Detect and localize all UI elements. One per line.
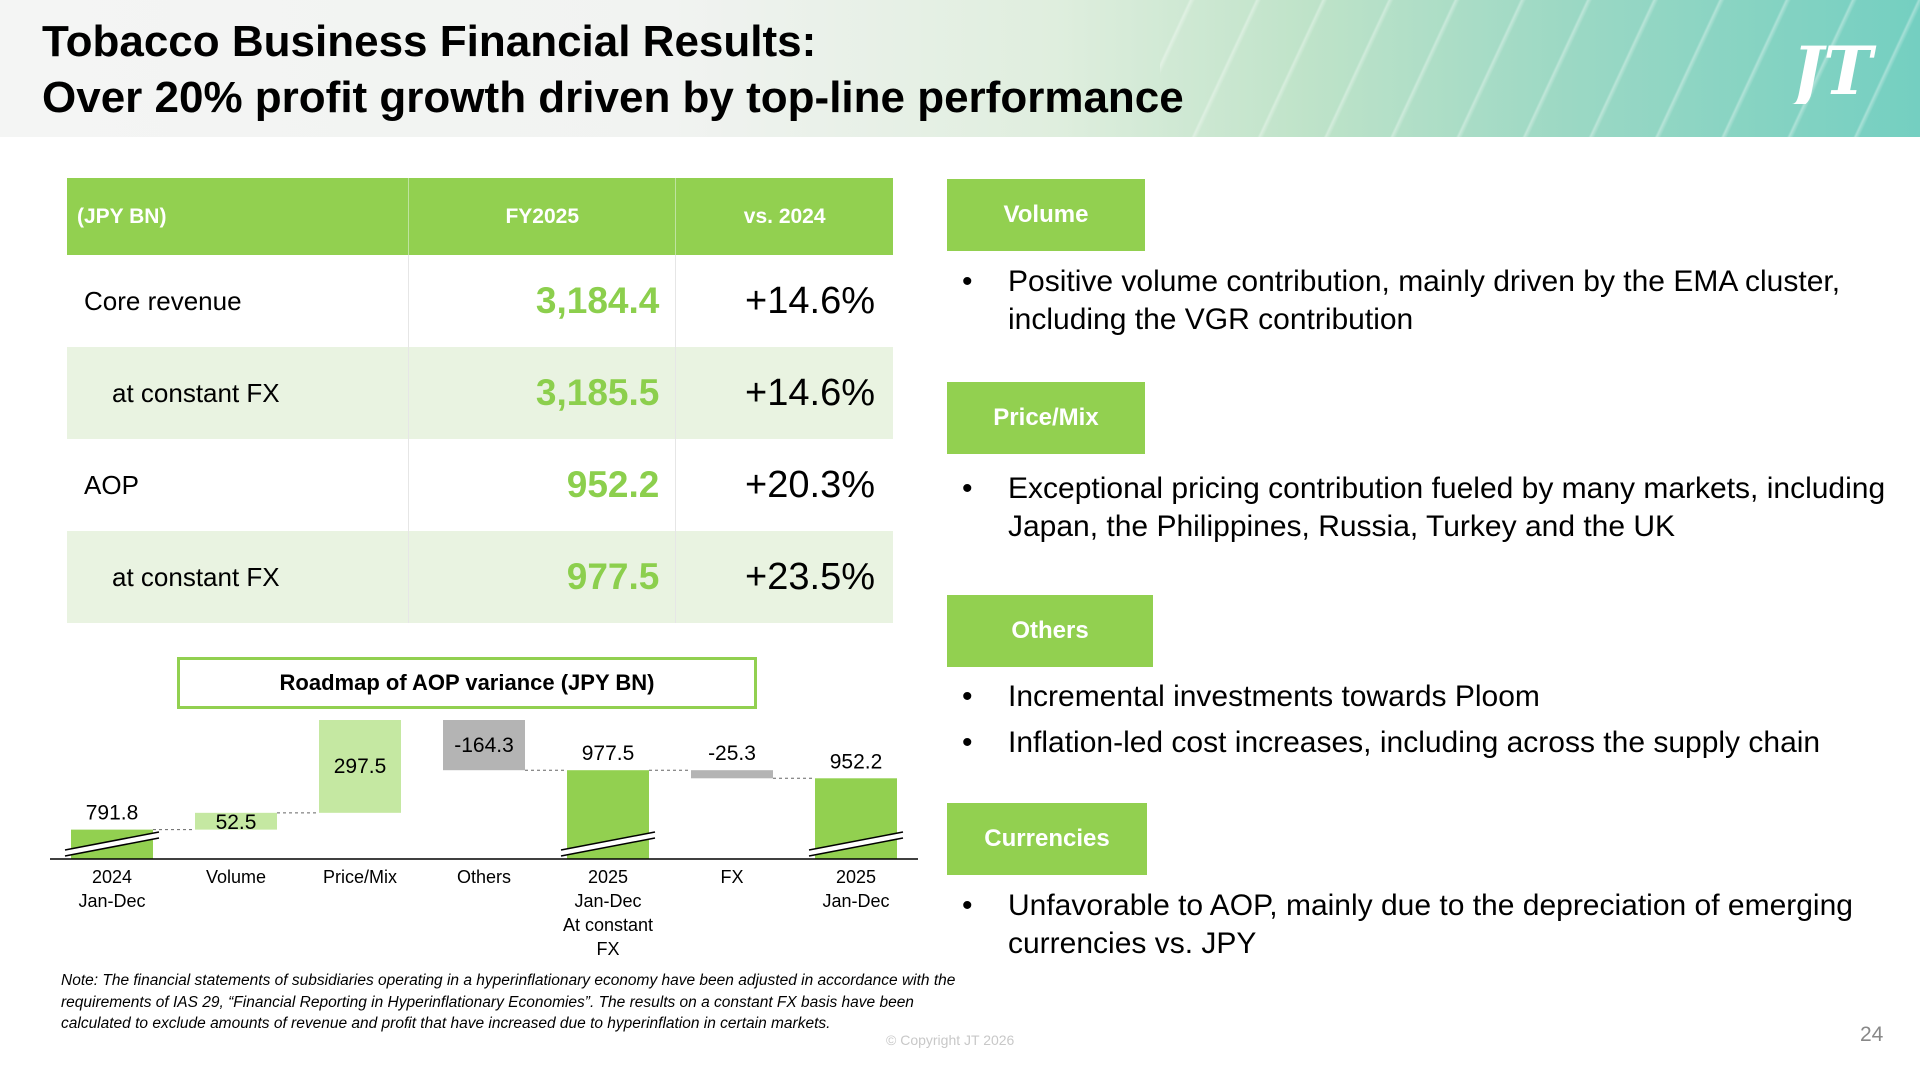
axis-break-mark [560,831,656,851]
bullet-text: Unfavorable to AOP, mainly due to the de… [1008,889,1853,960]
bullet-item: • Unfavorable to AOP, mainly due to the d… [962,887,1902,963]
axis-break-gap [808,832,904,856]
axis-break-mark [64,837,160,857]
page-number: 24 [1860,1023,1884,1046]
axis-break-mark [808,831,904,851]
data-label: 952.2 [830,750,883,773]
bullet-item: • Exceptional pricing contribution fueled… [962,470,1902,546]
row-label: at constant FX [67,531,410,623]
table-row: at constant FX 977.5 +23.5% [67,531,893,623]
data-label: 297.5 [334,755,387,778]
waterfall-chart-title: Roadmap of AOP variance (JPY BN) [177,657,757,709]
table-row: Core revenue 3,184.4 +14.6% [67,255,893,347]
bullet-item: • Inflation-led cost increases, including… [962,724,1902,762]
axis-break-gap [560,832,656,856]
bullet-item: • Incremental investments towards Ploom [962,678,1902,716]
table-header-row: (JPY BN) FY2025 vs. 2024 [67,178,893,255]
bullet-icon: • [962,472,973,505]
header-decoration [1160,0,1920,137]
row-change: +23.5% [675,531,893,623]
title-line-1: Tobacco Business Financial Results: [42,17,817,66]
title-line-2: Over 20% profit growth driven by top-lin… [42,73,1184,122]
aop-waterfall-chart: 791.8 2024 Jan-Dec 52.5 Volume 297.5 Price/Mix… [50,720,918,959]
category-label: Volume [206,867,266,887]
waterfall-bar [691,770,773,779]
category-label: Price/Mix [323,867,397,887]
section-tag-others: Others [947,595,1153,667]
row-label: Core revenue [67,255,410,347]
waterfall-bar [443,720,525,771]
category-label: 2025 [588,867,628,887]
axis-break-mark [64,831,160,851]
category-label: 2025 [836,867,876,887]
bullet-item: • Positive volume contribution, mainly dr… [962,263,1902,339]
waterfall-bar [319,720,401,813]
category-label: FX [596,939,619,959]
volume-bullets: • Positive volume contribution, mainly dr… [962,263,1902,347]
row-label: at constant FX [67,347,410,439]
row-value: 3,185.5 [408,347,677,439]
row-value: 952.2 [408,439,677,531]
axis-break-mark [808,837,904,857]
copyright: © Copyright JT 2026 [886,1032,1015,1048]
section-tag-volume: Volume [947,179,1145,251]
row-change: +14.6% [675,347,893,439]
category-label: At constant [563,915,653,935]
currencies-bullets: • Unfavorable to AOP, mainly due to the d… [962,887,1902,971]
financial-results-table: (JPY BN) FY2025 vs. 2024 Core revenue 3,… [67,178,893,623]
bullet-icon: • [962,680,973,713]
price-mix-bullets: • Exceptional pricing contribution fueled… [962,470,1902,554]
table-row: AOP 952.2 +20.3% [67,439,893,531]
category-label: 2024 [92,867,132,887]
column-header: (JPY BN) [67,178,409,255]
bullet-icon: • [962,265,973,298]
bullet-text: Incremental investments towards Ploom [1008,680,1540,713]
table-row: at constant FX 3,185.5 +14.6% [67,347,893,439]
row-value: 3,184.4 [408,255,677,347]
data-label: -25.3 [708,742,756,765]
jt-logo: JT [1790,32,1877,104]
data-label: 977.5 [582,742,635,765]
header-banner: Tobacco Business Financial Results: Over… [0,0,1920,137]
bullet-text: Inflation-led cost increases, including … [1008,726,1821,759]
category-label: Others [457,867,511,887]
data-label: 52.5 [216,811,257,834]
logo-text: JT [1790,32,1877,104]
category-label: FX [720,867,743,887]
section-tag-currencies: Currencies [947,803,1147,875]
row-value: 977.5 [408,531,677,623]
footnote: Note: The financial statements of subsid… [61,972,956,1032]
data-label: -164.3 [454,734,514,757]
section-tag-price-mix: Price/Mix [947,382,1145,454]
axis-break-gap [64,832,160,856]
row-label: AOP [67,439,410,531]
bullet-icon: • [962,889,973,922]
others-bullets: • Incremental investments towards Ploom •… [962,678,1902,770]
bullet-text: Exceptional pricing contribution fueled … [1008,472,1886,543]
axis-break-mark [560,837,656,857]
column-header: vs. 2024 [675,178,893,255]
category-label: Jan-Dec [78,891,145,911]
bullet-icon: • [962,726,973,759]
page-title: Tobacco Business Financial Results: Over… [42,14,1184,126]
category-label: Jan-Dec [574,891,641,911]
bullet-text: Positive volume contribution, mainly dri… [1008,265,1841,336]
column-header: FY2025 [408,178,676,255]
row-change: +20.3% [745,463,875,506]
row-change: +14.6% [745,279,875,322]
category-label: Jan-Dec [822,891,889,911]
waterfall-bar [195,812,277,830]
data-label: 791.8 [86,802,139,825]
